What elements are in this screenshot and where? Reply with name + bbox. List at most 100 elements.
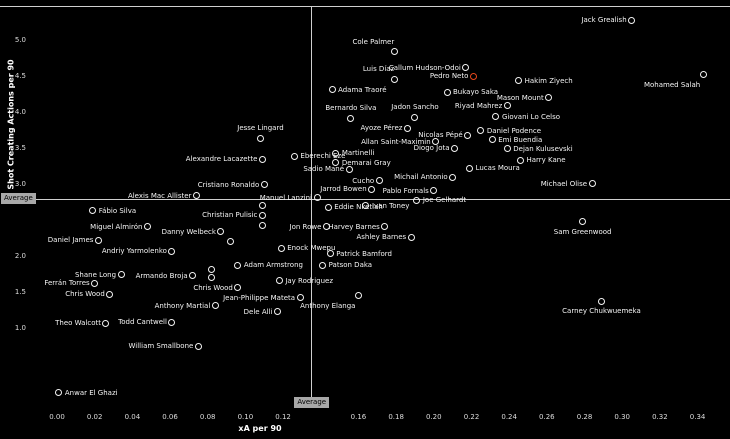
data-point-label: Sadio Mané: [303, 165, 345, 174]
data-point-dot: [381, 223, 389, 231]
data-point-label: Daniel James: [47, 236, 94, 245]
data-point-label: Ashley Barnes: [356, 233, 407, 242]
data-point-label: Danny Welbeck: [161, 227, 216, 236]
data-point-dot: [515, 77, 523, 85]
data-point-dot: [451, 144, 459, 152]
data-point-label: Mohamed Salah: [643, 80, 701, 89]
data-point-label: Allan Saint-Maximin: [361, 137, 431, 146]
data-point-dot: [413, 196, 421, 204]
data-point-dot: [354, 292, 362, 300]
data-point-dot: [545, 94, 553, 102]
y-tick-label: 4.0: [14, 108, 26, 117]
data-point-label: Ferrán Torres: [44, 279, 90, 288]
data-point-dot: [699, 71, 707, 79]
data-point-dot: [143, 223, 151, 231]
y-tick-label: 3.5: [14, 144, 26, 153]
x-tick-label: 0.30: [614, 413, 630, 421]
data-point-label: Adam Armstrong: [243, 261, 303, 270]
data-point-label: Jon Rowe: [289, 222, 322, 231]
data-point-label: Todd Cantwell: [118, 318, 167, 327]
data-point-label: Eddie Nketiah: [334, 203, 383, 212]
data-point-dot: [192, 192, 200, 200]
data-point-label: Riyad Mahrez: [454, 101, 503, 110]
data-point-dot: [588, 180, 596, 187]
data-point-dot: [368, 185, 376, 193]
average-label-y: Average: [1, 192, 36, 204]
data-point-dot: [91, 279, 99, 287]
data-point-label: Harry Kane: [526, 156, 566, 165]
data-point-label: Pedro Neto: [429, 72, 469, 81]
data-point-label: Patrick Bamford: [336, 249, 392, 258]
data-point-label: Luis Díaz: [362, 65, 395, 74]
data-point-label: Theo Walcott: [55, 319, 101, 328]
data-point-label: Chris Wood: [193, 283, 233, 292]
data-point-dot: [466, 164, 474, 172]
data-point-dot: [258, 222, 266, 230]
data-point-dot: [390, 48, 398, 56]
data-point-label: Martinelli: [341, 149, 375, 158]
data-point-dot: [106, 290, 114, 298]
data-point-label: Hakim Ziyech: [524, 76, 573, 85]
y-tick-label: 1.0: [14, 324, 26, 333]
data-point-label: Demarai Gray: [341, 158, 391, 167]
data-point-dot: [628, 16, 636, 24]
data-point-dot: [89, 207, 97, 215]
data-point-label: Jarrod Bowen: [320, 185, 367, 194]
data-point-dot: [234, 261, 242, 269]
data-point-label: Daniel Podence: [486, 126, 542, 135]
data-point-dot: [347, 114, 355, 122]
data-point-dot: [258, 155, 266, 163]
data-point-label: Alexis Mac Allister: [127, 191, 192, 200]
data-point-label: Jean-Philippe Mateta: [223, 293, 296, 302]
data-point-label: Dele Alli: [243, 307, 273, 316]
y-tick-label: 1.5: [14, 288, 26, 297]
average-label-x: Average: [294, 397, 330, 408]
data-point-label: Michail Antonio: [394, 173, 448, 182]
x-tick-label: 0.08: [199, 413, 216, 421]
data-point-label: Patson Daka: [328, 261, 373, 270]
data-point-dot: [258, 211, 266, 219]
x-tick-label: 0.20: [426, 413, 442, 421]
data-point-dot: [226, 237, 234, 245]
data-point-label: Shane Long: [74, 270, 117, 279]
x-tick-label: 0.04: [124, 413, 141, 421]
data-point-dot: [332, 149, 340, 157]
data-point-dot: [94, 236, 102, 244]
data-point-dot: [319, 261, 327, 269]
x-tick-label: 0.16: [350, 413, 367, 421]
data-point-dot: [296, 294, 304, 302]
data-point-dot: [516, 156, 524, 164]
data-point-dot: [390, 75, 398, 83]
data-point-dot: [469, 72, 477, 80]
data-point-dot: [432, 138, 440, 146]
y-tick-label: 5.0: [14, 36, 26, 45]
data-point-label: Bukayo Saka: [453, 88, 499, 97]
data-point-dot: [375, 177, 383, 185]
data-point-label: Dejan Kulusevski: [513, 144, 573, 153]
data-point-dot: [328, 86, 336, 94]
data-point-label: Ivan Toney: [371, 201, 410, 210]
data-point-label: Lucas Moura: [475, 164, 520, 173]
data-point-dot: [273, 308, 281, 316]
data-point-label: Chris Wood: [65, 290, 105, 299]
data-point-label: Cucho: [352, 176, 375, 185]
data-point-label: Enock Mwepu: [287, 244, 336, 253]
data-point-label: Eberechi Eze: [300, 152, 346, 161]
data-point-dot: [430, 187, 438, 195]
data-point-dot: [503, 102, 511, 110]
data-point-label: Jay Rodriguez: [285, 276, 333, 285]
data-point-dot: [462, 64, 470, 72]
data-point-dot: [189, 272, 197, 280]
x-tick-label: 0.34: [689, 413, 706, 421]
data-point-label: Cole Palmer: [352, 37, 395, 46]
data-point-dot: [324, 203, 332, 211]
x-tick-label: 0.32: [652, 413, 668, 421]
data-point-label: Mason Mount: [496, 93, 544, 102]
data-point-label: Joe Gelhardt: [422, 196, 467, 205]
data-point-dot: [102, 319, 110, 327]
data-point-dot: [55, 389, 63, 397]
data-point-label: Nicolas Pépé: [418, 131, 463, 140]
data-point-dot: [477, 127, 485, 135]
data-point-label: Anthony Elanga: [300, 301, 356, 310]
